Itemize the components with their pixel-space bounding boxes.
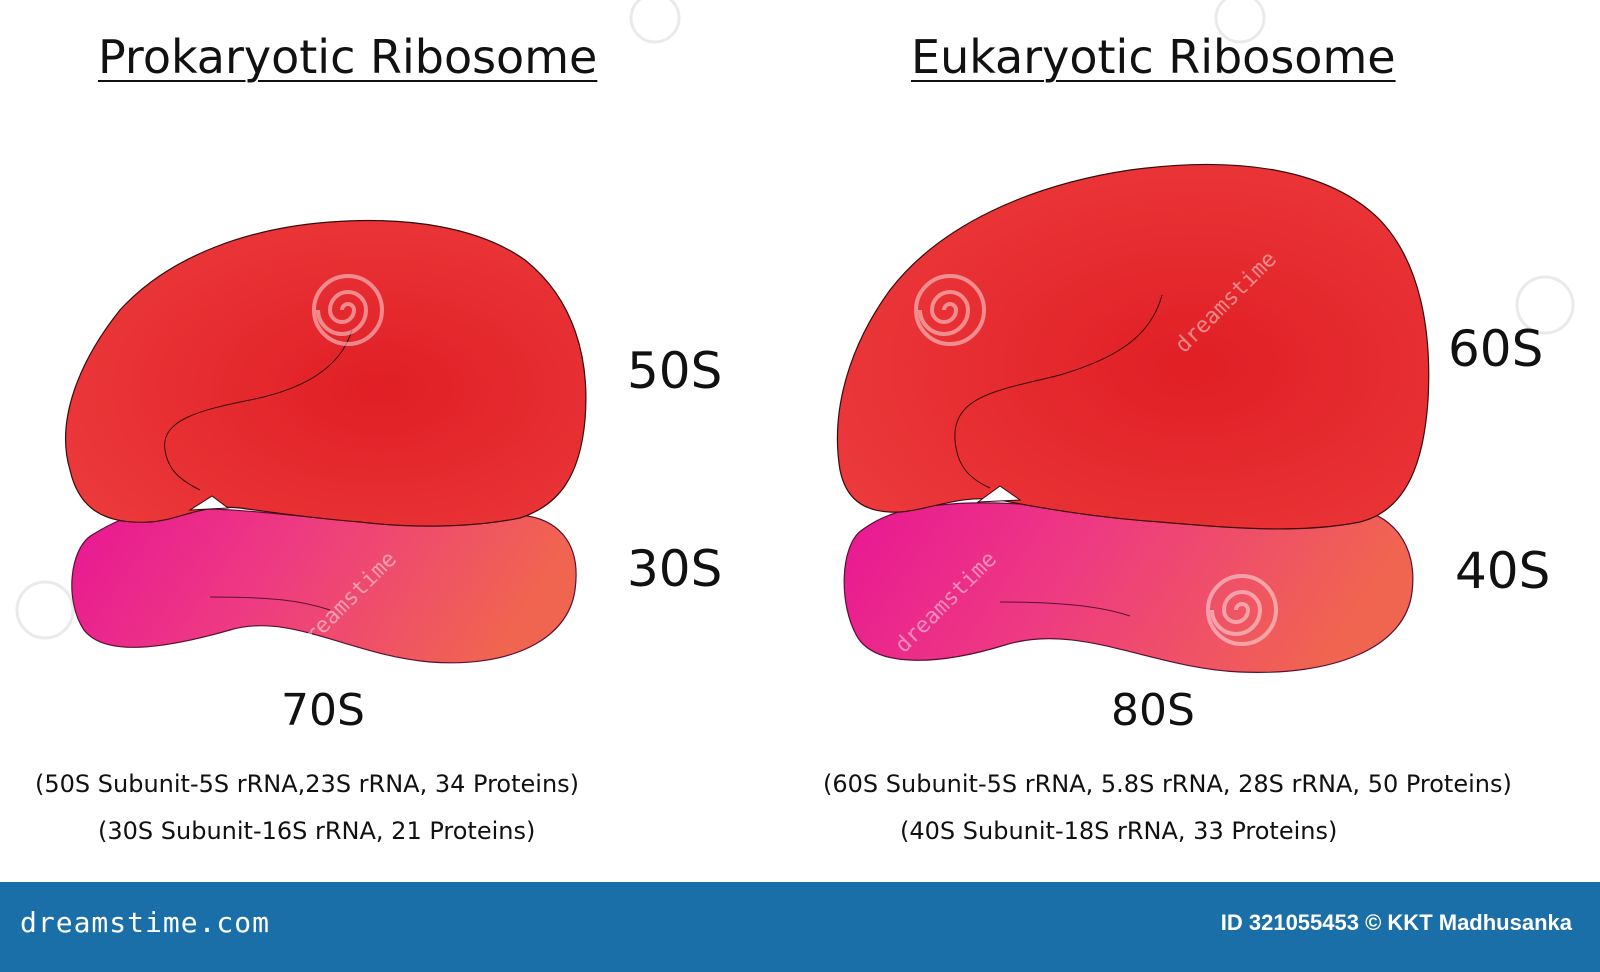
prokaryotic-title: Prokaryotic Ribosome (98, 30, 598, 84)
eukaryotic-large-subunit-label: 60S (1448, 320, 1544, 378)
footer-credit: ID 321055453 © KKT Madhusanka (1220, 910, 1572, 935)
swirl-logo-icon (312, 274, 384, 346)
prokaryotic-large-subunit (65, 219, 587, 527)
prokaryotic-total-label: 70S (281, 685, 365, 736)
eukaryotic-note-small: (40S Subunit-18S rRNA, 33 Proteins) (900, 817, 1338, 845)
eukaryotic-total-label: 80S (1111, 685, 1195, 736)
swirl-logo-icon (15, 0, 1575, 640)
footer-bar: dreamstime.com ID 321055453 © KKT Madhus… (0, 882, 1600, 972)
ribosome-diagram (15, 0, 1575, 673)
eukaryotic-small-subunit (843, 502, 1414, 673)
prokaryotic-note-large: (50S Subunit-5S rRNA,23S rRNA, 34 Protei… (35, 770, 580, 798)
swirl-logo-icon (914, 274, 986, 346)
eukaryotic-small-subunit-label: 40S (1455, 542, 1551, 600)
eukaryotic-large-subunit (836, 163, 1430, 530)
footer-brand[interactable]: dreamstime.com (20, 906, 271, 939)
prokaryotic-small-subunit-label: 30S (627, 540, 723, 598)
prokaryotic-small-subunit (71, 508, 577, 664)
prokaryotic-note-small: (30S Subunit-16S rRNA, 21 Proteins) (98, 817, 536, 845)
swirl-logo-icon (1206, 574, 1278, 646)
eukaryotic-title: Eukaryotic Ribosome (911, 30, 1396, 84)
prokaryotic-large-subunit-label: 50S (627, 342, 723, 400)
eukaryotic-note-large: (60S Subunit-5S rRNA, 5.8S rRNA, 28S rRN… (823, 770, 1512, 798)
